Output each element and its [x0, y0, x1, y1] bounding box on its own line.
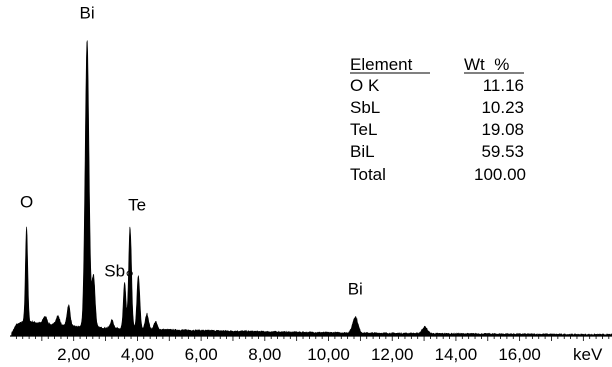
table-row-wt: 100.00 — [474, 165, 526, 184]
table-header-element: Element — [350, 55, 413, 74]
x-tick-label: 10,00 — [307, 345, 350, 364]
x-axis: 2,00 4,00 6,00 8,00 10,00 12,00 14,00 16,00 keV — [10, 335, 612, 364]
x-tick-label: 14,00 — [435, 345, 478, 364]
table-row-element: O K — [350, 76, 380, 95]
table-row-element: SbL — [350, 98, 380, 117]
composition-table: Element Wt % O K 11.16 SbL 10.23 TeL 19.… — [350, 55, 526, 184]
peak-label: Bi — [80, 4, 95, 23]
x-tick-label: 16,00 — [498, 345, 541, 364]
table-row-wt: 59.53 — [481, 142, 524, 161]
peak-label: O — [20, 192, 33, 211]
peak-label: Sb — [104, 262, 125, 281]
table-row-wt: 11.16 — [483, 76, 524, 95]
spectrum-layer — [11, 40, 612, 337]
peak-labels: Bi O Te Sb Bi — [20, 4, 363, 299]
x-tick-label: 6,00 — [185, 345, 218, 364]
x-tick-label: 4,00 — [121, 345, 154, 364]
table-header-wt: Wt % — [464, 55, 509, 74]
peak-label: Te — [128, 195, 146, 214]
table-row-wt: 19.08 — [481, 120, 524, 139]
x-tick-label: 8,00 — [248, 345, 281, 364]
sb-peak-marker — [126, 270, 133, 277]
spectrum-area — [11, 40, 612, 337]
peak-label: Bi — [348, 280, 363, 299]
table-row-element: BiL — [350, 142, 375, 161]
x-axis-unit: keV — [573, 345, 603, 364]
table-row-element: Total — [350, 165, 386, 184]
x-tick-label: 12,00 — [371, 345, 414, 364]
table-row-element: TeL — [350, 120, 377, 139]
table-row-wt: 10.23 — [481, 98, 524, 117]
x-tick-label: 2,00 — [57, 345, 90, 364]
